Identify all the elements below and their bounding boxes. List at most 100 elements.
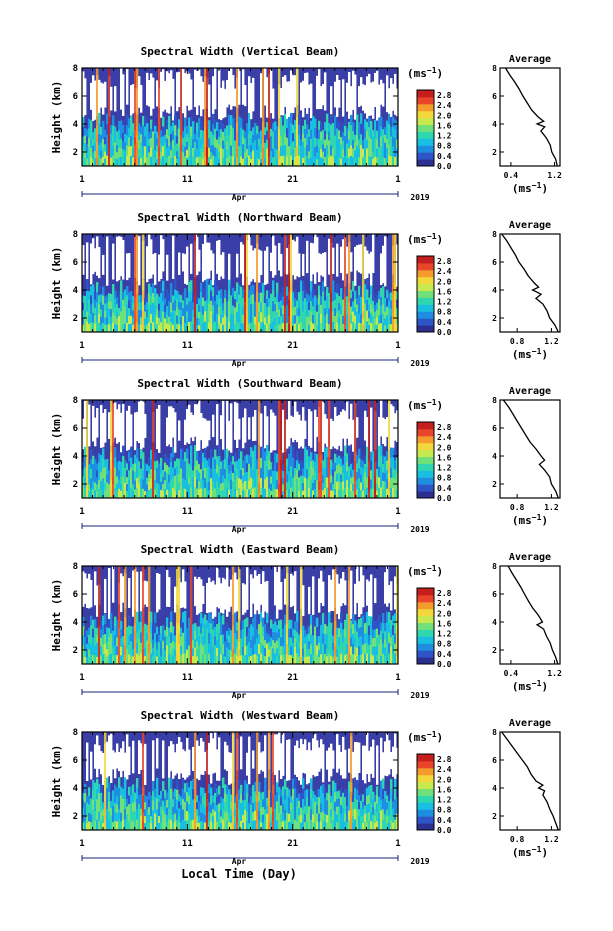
no-data-cell (280, 743, 283, 779)
heatmap-cell (132, 633, 135, 642)
heatmap-cell (262, 807, 265, 816)
colorbar-tick-label: 0.8 (437, 308, 452, 317)
no-data-cell (338, 414, 341, 446)
heatmap-cell (158, 477, 161, 485)
heatmap-cell (106, 649, 109, 658)
heatmap-cell (120, 129, 123, 140)
heatmap-cell (328, 612, 331, 623)
colorbar-tick-label: 2.0 (437, 111, 452, 120)
no-data-cell (226, 79, 229, 108)
no-data-cell (164, 80, 167, 110)
average-profile-line (504, 67, 558, 167)
heatmap-cell (188, 636, 191, 647)
heatmap-spike (236, 68, 239, 166)
heatmap-cell (108, 293, 111, 302)
heatmap-cell (162, 116, 165, 128)
heatmap-cell (328, 622, 331, 634)
heatmap-cell (202, 144, 205, 153)
heatmap-cell (310, 138, 313, 149)
heatmap-cell (346, 613, 349, 625)
heatmap-cell (254, 301, 257, 310)
no-data-cell (352, 751, 355, 779)
heatmap-cell (360, 490, 363, 499)
heatmap-cell (192, 317, 195, 326)
heatmap-cell (156, 475, 159, 484)
average-y-tick-label: 4 (492, 120, 497, 129)
heatmap-cell (360, 466, 363, 476)
heatmap-cell (218, 158, 221, 167)
heatmap-cell (82, 136, 85, 147)
colorbar-frame (416, 587, 435, 665)
heatmap-cell (248, 634, 251, 643)
heatmap-cell (222, 490, 225, 499)
heatmap-cell (298, 634, 301, 643)
heatmap-cell (280, 619, 283, 630)
heatmap-cell (370, 121, 373, 131)
heatmap-cell (368, 318, 371, 326)
heatmap-cell (104, 158, 107, 167)
heatmap-cell (214, 290, 217, 302)
month-label: Apr (232, 193, 247, 202)
heatmap-cell (166, 288, 169, 299)
heatmap-cell (286, 474, 289, 483)
heatmap-spike (290, 234, 293, 332)
heatmap-cell (118, 470, 121, 481)
heatmap-cell (374, 311, 377, 320)
heatmap-cell (248, 649, 251, 658)
heatmap-cell (296, 610, 299, 623)
no-data-cell (156, 738, 159, 769)
heatmap-cell (238, 146, 241, 157)
heatmap-cell (220, 138, 223, 149)
heatmap-cell (364, 156, 367, 167)
heatmap-cell (92, 464, 95, 474)
heatmap-cell (224, 784, 227, 795)
heatmap-cell (282, 135, 285, 147)
heatmap-cell (158, 317, 161, 326)
panel-title: Spectral Width (Southward Beam) (137, 377, 342, 390)
heatmap-cell (322, 793, 325, 803)
heatmap-cell (390, 292, 393, 301)
heatmap-cell (356, 799, 359, 811)
heatmap-cell (106, 808, 109, 820)
heatmap-cell (194, 125, 197, 135)
heatmap-cell (204, 800, 207, 809)
heatmap-cell (262, 822, 265, 831)
heatmap-cell (318, 304, 321, 314)
heatmap-cell (110, 623, 113, 634)
heatmap-cell (100, 301, 103, 310)
heatmap-cell (290, 646, 293, 656)
heatmap-cell (246, 626, 249, 637)
no-data-cell (312, 576, 315, 615)
colorbar-swatch (417, 491, 434, 499)
heatmap-cell (324, 324, 327, 333)
heatmap-cell (306, 656, 309, 665)
heatmap-cell (156, 324, 159, 333)
heatmap-cell (376, 324, 379, 333)
heatmap-cell (162, 280, 165, 292)
heatmap-cell (334, 820, 337, 831)
heatmap-cell (218, 612, 221, 624)
heatmap-cell (82, 807, 85, 816)
heatmap-cell (328, 316, 331, 325)
heatmap-cell (178, 794, 181, 802)
heatmap-cell (132, 463, 135, 472)
heatmap-cell (236, 475, 239, 484)
heatmap-cell (196, 802, 199, 810)
heatmap-cell (172, 122, 175, 132)
heatmap-cell (148, 152, 151, 160)
heatmap-cell (366, 446, 369, 458)
heatmap-cell (178, 138, 181, 148)
no-data-cell (220, 583, 223, 613)
colorbar-swatch (417, 283, 434, 292)
heatmap-cell (302, 798, 305, 810)
heatmap-cell (298, 800, 301, 809)
heatmap-cell (196, 795, 199, 803)
heatmap-cell (218, 136, 221, 145)
heatmap-cell (288, 136, 291, 147)
heatmap-cell (278, 629, 281, 639)
heatmap-spike (244, 234, 247, 332)
no-data-cell (228, 253, 231, 286)
heatmap-cell (226, 803, 229, 813)
heatmap-cell (274, 808, 277, 817)
no-data-cell (330, 743, 333, 777)
